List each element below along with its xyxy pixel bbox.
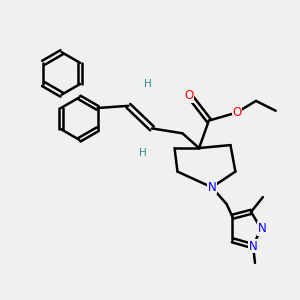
Text: N: N: [208, 181, 216, 194]
Text: O: O: [232, 106, 242, 119]
Text: H: H: [139, 148, 147, 158]
Text: O: O: [184, 89, 194, 102]
Text: N: N: [249, 240, 257, 253]
Text: H: H: [144, 79, 152, 89]
Text: N: N: [258, 222, 267, 235]
